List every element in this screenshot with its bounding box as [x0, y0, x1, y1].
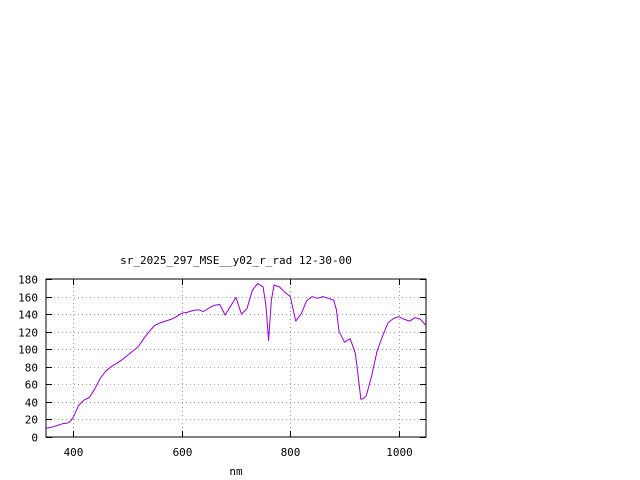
y-tick-label: 180	[18, 274, 38, 287]
y-tick-label: 20	[25, 414, 38, 427]
x-tick-label: 600	[173, 446, 193, 459]
y-tick-label: 60	[25, 379, 38, 392]
x-tick-label: 800	[281, 446, 301, 459]
series-line-0	[45, 282, 427, 429]
series-layer	[45, 282, 427, 429]
y-tick-label: 140	[18, 309, 38, 322]
y-tick-label: 80	[25, 362, 38, 375]
y-tick-label: 120	[18, 327, 38, 340]
chart-title: sr_2025_297_MSE__y02_r_rad 12-30-00	[120, 254, 352, 267]
y-tick-label: 160	[18, 292, 38, 305]
grid-lines	[46, 279, 426, 437]
x-tick-label: 1000	[386, 446, 413, 459]
x-axis-tick-labels: 400 600 800 1000	[64, 446, 413, 459]
x-tick-label: 400	[64, 446, 84, 459]
y-tick-label: 100	[18, 344, 38, 357]
y-axis-tick-labels: 0 20 40 60 80 100 120 140 160 180	[18, 274, 38, 445]
y-tick-label: 0	[31, 432, 38, 445]
axis-ticks	[46, 279, 426, 438]
y-tick-label: 40	[25, 397, 38, 410]
x-axis-label: nm	[229, 465, 243, 478]
plot-frame	[45, 278, 427, 438]
